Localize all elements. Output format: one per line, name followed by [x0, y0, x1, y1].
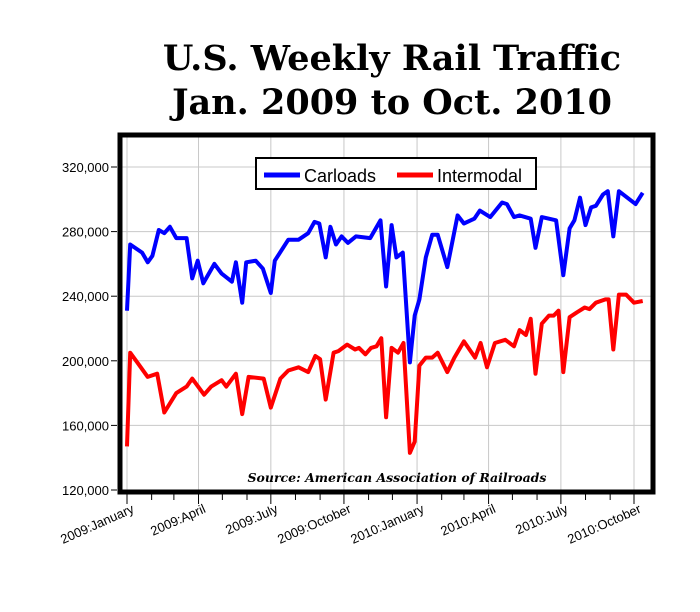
y-tick-label: 240,000 [62, 289, 109, 304]
y-tick-label: 120,000 [62, 483, 109, 498]
series-lines [125, 189, 645, 455]
x-tick-label: 2010:January [348, 501, 427, 547]
legend-label-carloads: Carloads [304, 166, 376, 186]
y-tick-label: 200,000 [62, 354, 109, 369]
chart-title-line-2: Jan. 2009 to Oct. 2010 [169, 82, 612, 123]
y-tick-label: 160,000 [62, 418, 109, 433]
legend: Carloads Intermodal [255, 157, 537, 190]
x-axis: 2009:January 2009:April 2009:July2009:Octo… [58, 494, 644, 547]
series-line-intermodal [125, 292, 644, 455]
x-tick-label: 2009:July [223, 501, 280, 538]
x-tick-label: 2010:April [438, 501, 498, 539]
y-tick-label: 280,000 [62, 225, 109, 240]
series-line-carloads [125, 189, 645, 365]
legend-label-intermodal: Intermodal [437, 166, 522, 186]
y-tick-label: 320,000 [62, 160, 109, 175]
x-tick-label: 2009:April [148, 501, 208, 539]
y-axis: 120,000 160,000 200,000 240,000 280,000 320,0… [62, 160, 117, 498]
x-tick-label: 2009:January [58, 501, 137, 547]
x-tick-label: 2009:October [275, 501, 354, 547]
source-annotation: Source: American Association of Railroad… [248, 470, 547, 485]
x-tick-label: 2010:October [565, 501, 644, 547]
x-tick-label: 2010:July [513, 501, 570, 538]
legend-box [255, 157, 537, 190]
chart-title-line-1: U.S. Weekly Rail Traffic [163, 38, 621, 79]
plot-frame [117, 132, 656, 495]
